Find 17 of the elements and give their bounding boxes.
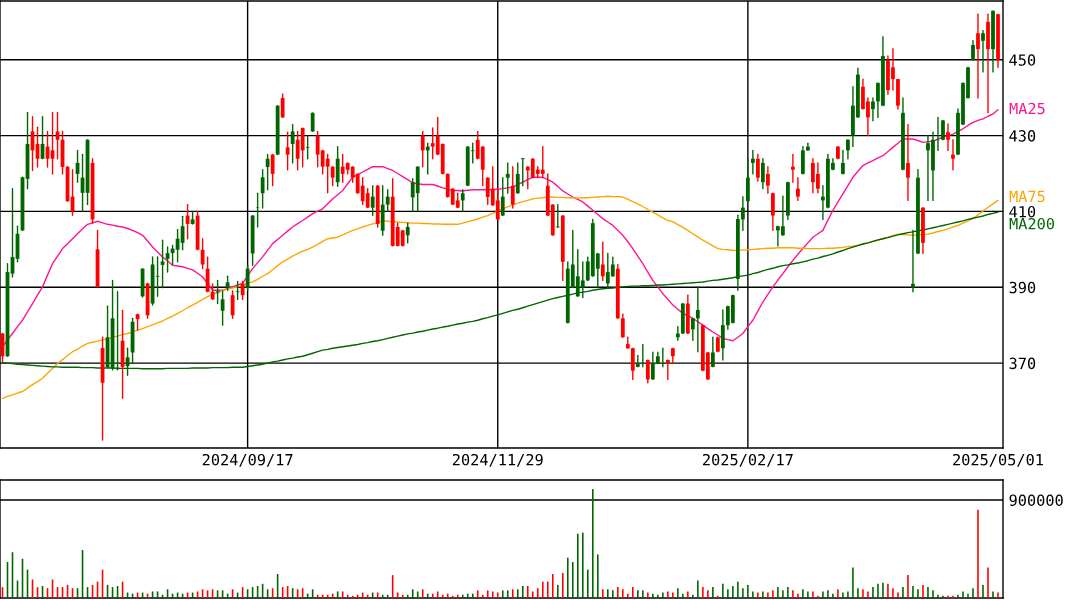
y-tick-label: 900000	[1009, 494, 1063, 506]
y-tick-label: 430	[1009, 130, 1036, 142]
candlestick	[305, 135, 310, 160]
candlestick	[215, 279, 220, 305]
y-tick-label: 450	[1009, 54, 1036, 66]
series-label: MA75	[1009, 190, 1045, 203]
candlestick	[65, 165, 70, 202]
candlestick	[520, 157, 525, 187]
series-label: MA200	[1009, 217, 1055, 230]
y-tick-label: 370	[1009, 357, 1036, 370]
x-tick-label: 2024/09/17	[202, 453, 293, 467]
x-tick-label: 2025/02/17	[703, 453, 793, 467]
x-tick-label: 2024/11/29	[452, 453, 543, 467]
y-tick-label: 410	[1009, 205, 1036, 218]
y-tick-label: 390	[1009, 281, 1036, 294]
series-label: MA25	[1009, 102, 1045, 115]
x-tick-label: 2025/05/01	[953, 453, 1043, 467]
